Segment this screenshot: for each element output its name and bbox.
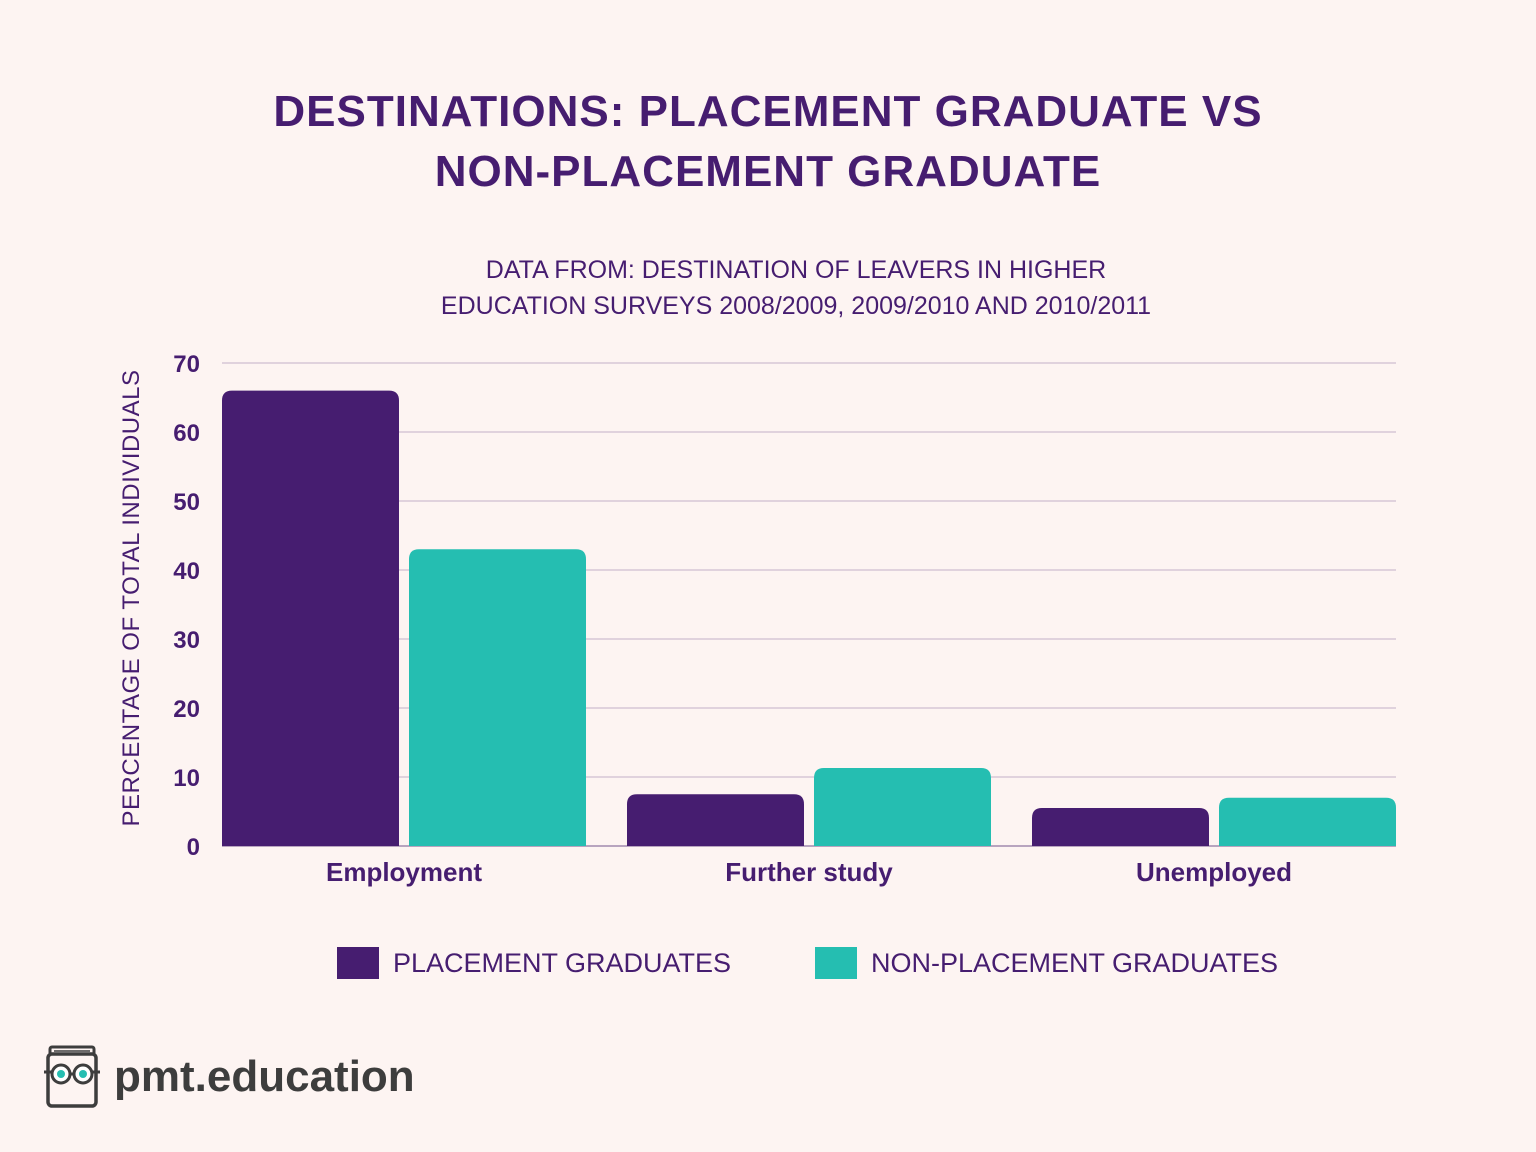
chart-subtitle-line-2: EDUCATION SURVEYS 2008/2009, 2009/2010 A… bbox=[440, 292, 1152, 320]
bar-non-placement-employment bbox=[409, 549, 586, 846]
y-tick-label: 70 bbox=[173, 351, 200, 378]
legend-label-placement: PLACEMENT GRADUATES bbox=[393, 947, 732, 978]
brand-name: pmt.education bbox=[114, 1052, 415, 1101]
x-category-label: Further study bbox=[725, 857, 893, 887]
brand-logo: pmt.education bbox=[42, 1044, 415, 1110]
x-category-label: Employment bbox=[326, 857, 482, 887]
bar-non-placement-unemployed bbox=[1219, 797, 1396, 846]
y-tick-label: 10 bbox=[173, 765, 200, 792]
y-axis-label: PERCENTAGE OF TOTAL INDIVIDUALS bbox=[118, 370, 145, 827]
book-with-glasses-icon bbox=[44, 1045, 100, 1108]
y-tick-label: 50 bbox=[173, 489, 200, 516]
legend-swatch-non-placement bbox=[815, 947, 857, 979]
bars bbox=[222, 390, 1396, 846]
bar-placement-further-study bbox=[627, 794, 804, 846]
chart-subtitle: DATA FROM: DESTINATION OF LEAVERS IN HIG… bbox=[0, 252, 1536, 324]
y-tick-label: 40 bbox=[173, 558, 200, 585]
x-category-label: Unemployed bbox=[1136, 857, 1292, 887]
y-tick-label: 30 bbox=[173, 627, 200, 654]
chart-title: DESTINATIONS: PLACEMENT GRADUATE VS NON-… bbox=[0, 82, 1536, 202]
bar-placement-employment bbox=[222, 390, 399, 846]
legend-item-placement: PLACEMENT GRADUATES bbox=[337, 945, 731, 981]
chart-title-line-2: NON-PLACEMENT GRADUATE bbox=[434, 147, 1102, 196]
bar-placement-unemployed bbox=[1032, 808, 1209, 846]
chart-subtitle-line-1: DATA FROM: DESTINATION OF LEAVERS IN HIG… bbox=[485, 256, 1107, 284]
y-axis-ticks: 0 10 20 30 40 50 60 70 bbox=[173, 351, 200, 861]
legend: PLACEMENT GRADUATES NON-PLACEMENT GRADUA… bbox=[0, 945, 1536, 981]
legend-item-non-placement: NON-PLACEMENT GRADUATES bbox=[815, 945, 1278, 981]
y-tick-label: 20 bbox=[173, 696, 200, 723]
y-tick-label: 60 bbox=[173, 420, 200, 447]
legend-label-non-placement: NON-PLACEMENT GRADUATES bbox=[871, 947, 1279, 978]
bar-non-placement-further-study bbox=[814, 768, 991, 846]
legend-swatch-placement bbox=[337, 947, 379, 979]
x-axis-categories: Employment Further study Unemployed bbox=[326, 857, 1292, 887]
y-tick-label: 0 bbox=[187, 834, 200, 861]
chart-title-line-1: DESTINATIONS: PLACEMENT GRADUATE VS bbox=[273, 87, 1263, 136]
